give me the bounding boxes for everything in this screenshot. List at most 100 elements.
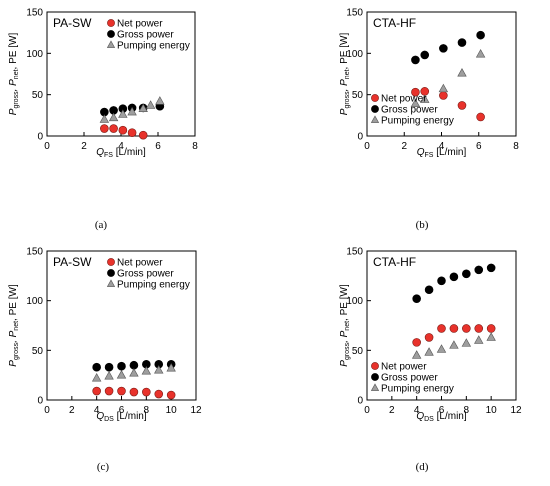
data-point-net — [474, 324, 484, 333]
y-tick-label: 0 — [357, 132, 363, 143]
y-tick-label: 50 — [32, 90, 44, 101]
data-point-pumping — [486, 332, 496, 341]
data-point-pumping — [145, 100, 156, 109]
data-point-pumping — [108, 112, 119, 122]
x-tick-label: 0 — [364, 405, 370, 416]
legend-label-net: Net power — [381, 94, 427, 105]
legend-marker-net — [371, 362, 379, 370]
data-point-net — [439, 91, 448, 100]
data-point-net — [437, 324, 446, 333]
data-point-pumping — [420, 94, 430, 103]
series-net — [412, 324, 496, 347]
legend-label-gross: Gross power — [117, 30, 174, 41]
legend-marker-pumping — [370, 115, 380, 123]
panel-caption: (d) — [416, 461, 429, 473]
data-point-pumping — [475, 49, 486, 58]
data-point-pumping — [116, 370, 127, 379]
y-axis-label: Pgross, Pnet, PE [W] — [8, 33, 20, 116]
panel-label: CTA-HF — [373, 16, 416, 30]
legend-marker-pumping — [106, 279, 116, 287]
data-point-net — [92, 386, 101, 396]
panel-caption: (b) — [416, 219, 429, 231]
data-point-gross — [411, 55, 420, 65]
data-point-pumping — [91, 373, 102, 382]
data-point-pumping — [141, 366, 152, 375]
data-point-net — [104, 386, 114, 396]
y-tick-label: 0 — [37, 396, 43, 407]
data-point-pumping — [410, 98, 421, 108]
data-point-gross — [437, 276, 446, 286]
x-tick-label: 10 — [166, 405, 178, 416]
y-tick-label: 150 — [26, 8, 43, 19]
y-tick-label: 150 — [346, 8, 363, 19]
chart-panel-2: 0 50 100 150 0 2 4 6 8 CTA-HF QFS [L/min] Pgross, P… — [339, 8, 519, 232]
legend-marker-gross — [107, 30, 115, 38]
series-pumping — [410, 49, 486, 108]
x-tick-label: 4 — [118, 141, 124, 152]
data-point-pumping — [449, 340, 459, 349]
legend-marker-gross — [371, 105, 379, 113]
x-tick-label: 4 — [439, 141, 445, 152]
legend-marker-pumping — [370, 383, 380, 391]
legend-label-net: Net power — [117, 258, 163, 269]
x-tick-label: 6 — [119, 405, 125, 416]
data-point-net — [100, 124, 109, 133]
x-tick-label: 10 — [486, 405, 498, 416]
data-point-pumping — [138, 103, 148, 113]
y-tick-label: 150 — [26, 247, 43, 258]
y-tick-label: 100 — [26, 49, 43, 60]
legend-label-pumping: Pumping energy — [381, 116, 454, 127]
data-point-gross — [92, 362, 101, 372]
panel-label: PA-SW — [53, 255, 92, 269]
data-point-pumping — [104, 371, 114, 380]
y-tick-label: 50 — [352, 346, 364, 357]
data-point-net — [412, 338, 421, 347]
legend-marker-gross — [371, 373, 379, 381]
data-point-net — [142, 387, 151, 397]
series-net — [92, 386, 176, 400]
data-point-net — [109, 124, 118, 133]
y-axis-label: Pgross, Pnet, PE [W] — [339, 33, 351, 116]
data-point-pumping — [127, 106, 137, 116]
x-axis-label: QDS [L/min] — [96, 411, 147, 423]
legend-label-gross: Gross power — [117, 269, 174, 280]
series-net — [411, 87, 485, 122]
legend-label-pumping: Pumping energy — [381, 384, 454, 395]
series-gross — [412, 263, 496, 303]
x-tick-label: 6 — [155, 141, 161, 152]
data-point-net — [154, 389, 164, 399]
data-point-pumping — [461, 338, 472, 347]
panel-caption: (c) — [97, 461, 110, 473]
data-point-net — [117, 386, 126, 396]
x-axis-label: QFS [L/min] — [96, 147, 146, 159]
data-point-gross — [420, 50, 430, 60]
x-tick-label: 8 — [464, 405, 470, 416]
data-point-gross — [457, 38, 467, 47]
data-point-net — [457, 101, 467, 110]
data-point-pumping — [424, 347, 434, 356]
series-gross — [411, 30, 485, 65]
data-point-pumping — [436, 344, 447, 353]
data-point-net — [127, 128, 137, 137]
legend-marker-net — [107, 19, 115, 27]
series-pumping — [99, 96, 165, 123]
y-tick-label: 0 — [37, 132, 43, 143]
data-point-gross — [476, 30, 485, 40]
y-tick-label: 50 — [32, 346, 44, 357]
data-point-gross — [117, 361, 126, 371]
x-tick-label: 2 — [69, 405, 75, 416]
y-tick-label: 50 — [352, 90, 364, 101]
legend-label-gross: Gross power — [381, 373, 438, 384]
legend-label-pumping: Pumping energy — [117, 41, 190, 52]
data-point-net — [486, 324, 496, 333]
y-tick-label: 100 — [346, 49, 363, 60]
chart-panel-3: 0 50 100 150 0 2 4 6 8 10 12 PA-SW QDS [L/min] Pgross… — [8, 247, 202, 474]
data-point-gross — [439, 44, 448, 53]
data-point-gross — [449, 272, 459, 282]
chart-panel-4: 0 50 100 150 0 2 4 6 8 10 12 CTA-HF QDS [L/min] Pgros… — [339, 247, 522, 474]
legend-label-gross: Gross power — [381, 105, 438, 116]
